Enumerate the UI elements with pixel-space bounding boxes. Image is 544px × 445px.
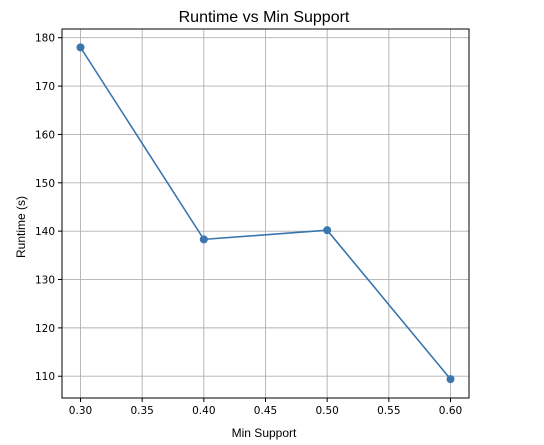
x-tick-label: 0.35 [130,405,153,417]
series-layer [76,43,455,384]
data-point [446,375,455,384]
y-tick-label: 140 [35,226,55,238]
x-tick-label: 0.45 [254,405,277,417]
data-point [323,226,332,235]
x-tick-label: 0.30 [69,405,92,417]
y-tick-label: 130 [35,275,55,287]
y-tick-label: 120 [35,323,55,335]
y-tick-label: 160 [35,129,55,141]
data-point [76,43,85,52]
grid-lines [62,29,469,398]
data-point [199,235,208,244]
y-tick-label: 180 [35,33,55,45]
x-axis-label: Min Support [232,426,297,440]
y-tick-label: 170 [35,81,55,93]
y-tick-label: 150 [35,178,55,190]
axis-ticks: 0.30 0.35 0.40 0.45 0.50 0.55 0.60 110 120 130 140… [35,33,462,417]
x-tick-label: 0.55 [377,405,400,417]
y-tick-label: 110 [35,371,55,383]
x-tick-label: 0.60 [439,405,462,417]
x-tick-label: 0.50 [315,405,338,417]
y-axis-label: Runtime (s) [14,196,28,258]
chart-title: Runtime vs Min Support [179,9,350,26]
series-line [79,46,452,380]
x-tick-label: 0.40 [192,405,215,417]
